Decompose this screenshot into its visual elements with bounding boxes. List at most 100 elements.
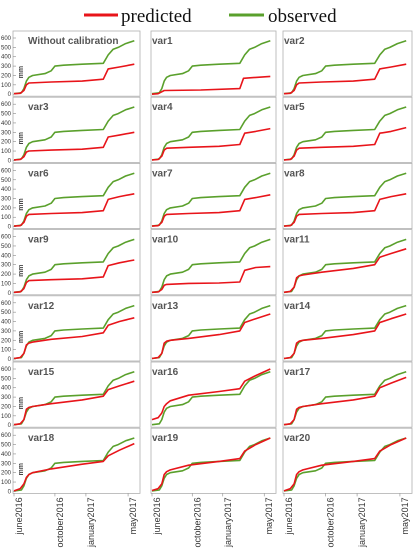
x-tick-label: january2017 <box>223 497 233 548</box>
panel: var2 <box>282 30 413 97</box>
y-axis-label: mm <box>18 198 25 210</box>
y-tick-label: 100 <box>1 480 12 486</box>
panel-title: var13 <box>152 301 179 312</box>
panel: var17 <box>282 361 413 428</box>
y-tick-label: 0 <box>8 423 12 429</box>
y-axis-label: mm <box>18 331 25 343</box>
predicted-series-line <box>13 131 135 161</box>
panel-title: var4 <box>152 102 173 113</box>
y-tick-label: 600 <box>1 168 12 174</box>
y-tick-label: 200 <box>1 140 12 146</box>
observed-series-line <box>283 437 407 492</box>
predicted-series-line <box>151 75 271 95</box>
panel-frame <box>150 361 277 428</box>
predicted-series-line <box>13 63 135 95</box>
panel-frame <box>12 96 141 163</box>
y-tick-label: 400 <box>1 121 12 127</box>
y-tick-label: 500 <box>1 310 12 316</box>
predicted-series-line <box>151 194 271 227</box>
observed-series-line <box>13 437 135 492</box>
predicted-series-line <box>151 368 271 421</box>
observed-series-line <box>283 40 407 95</box>
predicted-series-line <box>283 193 407 227</box>
y-tick-label: 100 <box>1 281 12 287</box>
panel: 0 100 200 300 400 500 600 mm var18 <box>1 427 141 495</box>
panel: var5 <box>282 96 413 163</box>
panel-title: var19 <box>152 433 179 444</box>
y-tick-label: 200 <box>1 404 12 410</box>
panel-frame <box>12 162 141 229</box>
x-tick-label: january2017 <box>357 497 367 548</box>
y-tick-label: 400 <box>1 452 12 458</box>
predicted-series-line <box>13 380 135 426</box>
panel-frame <box>150 30 277 97</box>
panel: var19 <box>150 427 277 494</box>
x-axis-labels: june2016 october2016 january2017 may2017 jun… <box>13 493 410 548</box>
panel-frame <box>282 427 413 494</box>
legend: predicted observed <box>84 6 337 27</box>
y-tick-label: 200 <box>1 338 12 344</box>
observed-series-line <box>13 40 135 95</box>
y-axis-label: mm <box>18 397 25 409</box>
y-tick-label: 300 <box>1 395 12 401</box>
y-tick-label: 100 <box>1 348 12 354</box>
x-tick-label: may2017 <box>264 497 274 534</box>
predicted-series-line <box>283 376 407 426</box>
predicted-series-line <box>151 437 271 492</box>
panel-title: var10 <box>152 235 179 246</box>
panel-frame <box>282 30 413 97</box>
panel-frame <box>282 361 413 428</box>
y-tick-label: 600 <box>1 433 12 439</box>
panel-frame <box>12 427 141 494</box>
y-tick-label: 500 <box>1 244 12 250</box>
panel: 0 100 200 300 400 500 600 mm var15 <box>1 361 141 429</box>
y-tick-label: 600 <box>1 235 12 241</box>
y-tick-label: 300 <box>1 130 12 136</box>
y-tick-label: 300 <box>1 197 12 203</box>
predicted-series-line <box>283 313 407 360</box>
panel: var7 <box>150 162 277 229</box>
panel: 0 100 200 300 400 500 600 mm Without calibration <box>1 30 141 98</box>
panel-title: var9 <box>28 235 49 246</box>
observed-series-line <box>13 304 135 360</box>
observed-series-line <box>151 172 271 227</box>
y-tick-label: 500 <box>1 443 12 449</box>
panel-frame <box>12 361 141 428</box>
predicted-series-line <box>13 317 135 360</box>
observed-series-line <box>13 172 135 227</box>
panel-title: var5 <box>284 102 305 113</box>
y-tick-label: 200 <box>1 206 12 212</box>
y-tick-label: 100 <box>1 215 12 221</box>
y-tick-label: 300 <box>1 64 12 70</box>
x-tick-label: october2016 <box>192 497 202 547</box>
predicted-series-line <box>13 442 135 492</box>
y-tick-label: 0 <box>8 92 12 98</box>
observed-series-line <box>151 106 271 161</box>
x-tick-label: june2016 <box>284 497 294 535</box>
panel-title: var3 <box>28 102 49 113</box>
y-tick-label: 0 <box>8 158 12 164</box>
y-axis-label: mm <box>18 463 25 475</box>
y-tick-label: 500 <box>1 112 12 118</box>
y-tick-label: 400 <box>1 187 12 193</box>
observed-series-line <box>283 106 407 161</box>
panel-title: var2 <box>284 36 305 47</box>
y-tick-label: 500 <box>1 178 12 184</box>
panel-title: var1 <box>152 36 173 47</box>
observed-series-line <box>283 172 407 227</box>
predicted-series-line <box>283 63 407 95</box>
panel-title: var6 <box>28 168 49 179</box>
panel-frame <box>150 229 277 296</box>
y-tick-label: 200 <box>1 73 12 79</box>
panel-frame <box>12 30 141 97</box>
y-axis-label: mm <box>18 132 25 144</box>
y-tick-label: 200 <box>1 272 12 278</box>
y-tick-label: 600 <box>1 367 12 373</box>
x-tick-label: october2016 <box>55 497 65 547</box>
x-tick-label: may2017 <box>400 497 410 534</box>
panel-title: var11 <box>284 235 310 246</box>
legend-observed-label: observed <box>268 6 337 27</box>
panel: var20 <box>282 427 413 494</box>
observed-series-line <box>151 238 271 294</box>
y-tick-label: 200 <box>1 471 12 477</box>
